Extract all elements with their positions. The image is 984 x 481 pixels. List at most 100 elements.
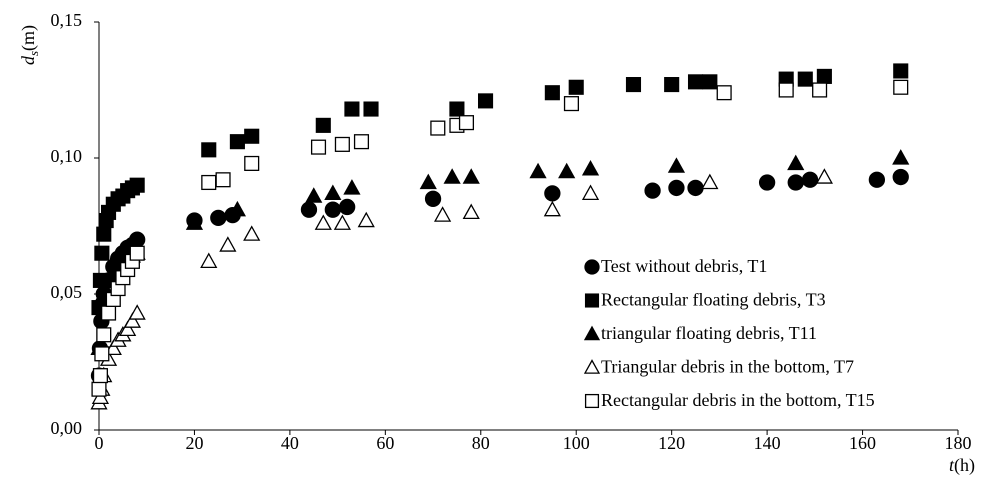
y-label-unit: (m) [18,25,39,51]
y-tick-label: 0,10 [51,146,83,166]
data-point [778,82,794,98]
legend-marker [584,259,600,275]
data-point [128,304,146,320]
data-point [797,71,813,87]
data-point [581,160,600,176]
data-point [244,155,260,171]
data-point [300,201,318,218]
data-point [758,174,776,191]
data-point [119,320,137,337]
data-point [664,77,680,93]
data-point [477,93,494,109]
x-label-unit: (h) [954,455,975,476]
data-point [334,136,350,152]
data-point [315,117,331,133]
data-point [339,198,356,216]
legend-marker [584,293,600,308]
data-point [344,101,360,117]
data-point [787,174,804,191]
data-point [462,168,480,184]
data-point [333,214,351,230]
data-point [201,142,217,158]
data-point [357,211,375,228]
y-tick-label: 0,15 [51,10,83,30]
legend-marker [583,359,601,374]
x-axis-label: t(h) [949,455,975,476]
x-tick-label: 100 [563,433,590,453]
data-point [558,162,576,179]
legend-label: triangular floating debris, T11 [601,323,817,343]
data-point [94,346,110,362]
data-point [96,327,112,343]
data-point [185,214,204,230]
data-point [667,157,686,173]
x-tick-label: 120 [658,433,685,453]
data-point [353,134,370,150]
x-tick-label: 40 [281,433,299,453]
x-label-var: t [949,455,955,475]
y-axis-label: ds(m) [18,25,41,65]
data-point [668,179,685,197]
legend-marker [584,393,600,409]
data-point [228,200,246,217]
data-point [716,85,732,101]
data-point [568,79,584,95]
x-tick-label: 180 [945,433,972,453]
data-point [123,312,142,328]
data-point [687,74,704,90]
y-label-sub: s [26,51,41,56]
data-point [581,184,600,201]
data-point [310,139,327,155]
data-point [129,177,145,193]
data-point [91,381,107,397]
data-point [529,162,547,179]
data-point [625,77,642,93]
data-point [314,214,332,230]
data-point [544,85,560,101]
data-point [215,172,231,188]
x-tick-label: 80 [472,433,490,453]
y-tick-label: 0,05 [51,282,83,302]
data-point [92,368,108,384]
data-point [701,173,719,190]
data-point [687,179,704,197]
data-point [868,171,886,188]
data-point [424,190,442,207]
x-tick-label: 140 [754,433,781,453]
data-point [430,120,446,136]
data-point [363,101,379,117]
legend-label: Rectangular debris in the bottom, T15 [601,390,875,410]
x-tick-label: 20 [185,433,203,453]
data-point [201,174,217,191]
data-point [244,128,260,144]
legend-marker [583,325,601,341]
data-point [305,187,323,203]
data-point [893,79,909,95]
data-point [892,168,909,186]
data-point [462,203,480,220]
data-point [644,182,661,199]
data-point [243,225,261,241]
x-tick-label: 160 [849,433,876,453]
data-point [563,96,579,112]
data-point [433,206,452,222]
x-tick-label: 60 [376,433,394,453]
data-point [816,68,832,84]
data-point [200,252,218,269]
data-point [324,201,341,218]
x-tick-label: 0 [95,433,104,453]
data-point [229,134,245,150]
data-point [419,173,437,190]
data-point [94,245,110,261]
data-point [702,74,718,90]
data-point [458,115,475,131]
data-point [812,82,828,98]
y-tick-label: 0,00 [51,418,83,438]
data-point [892,149,910,165]
data-point [104,339,122,356]
data-point [210,209,227,226]
legend-label: Test without debris, T1 [601,256,767,276]
data-point [219,236,237,252]
data-point [324,184,342,201]
